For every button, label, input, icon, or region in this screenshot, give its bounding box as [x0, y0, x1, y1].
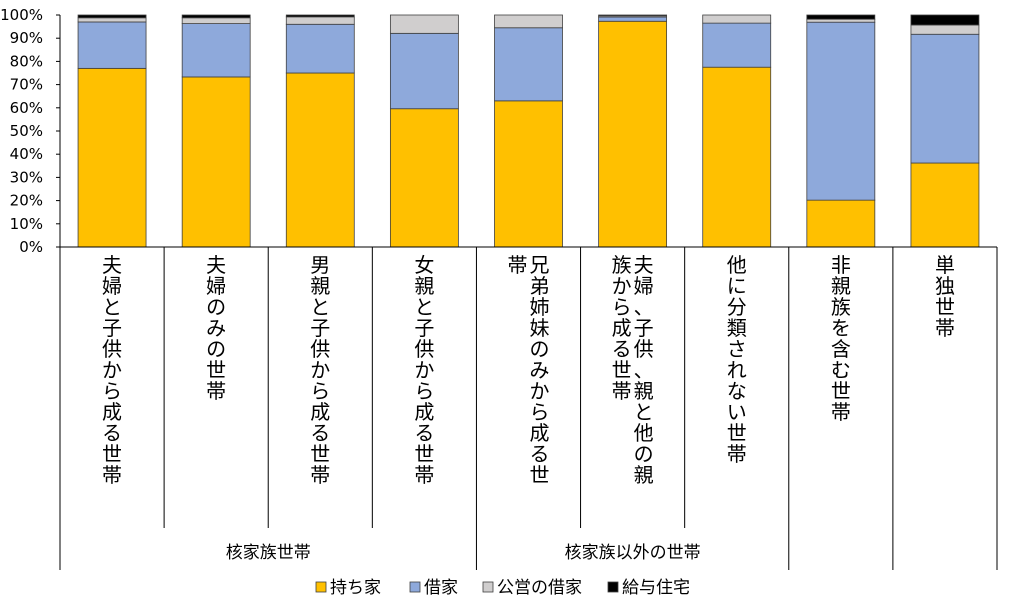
legend-swatch: [315, 581, 327, 593]
y-tick-label: 60%: [10, 99, 43, 117]
bar-segment-0-4: [494, 100, 563, 248]
bar-segment-2-2: [285, 16, 355, 25]
category-label: 兄弟姉妹のみから成る世帯: [508, 253, 550, 487]
bar-segment-1-3: [389, 32, 459, 110]
bar-segment-1-2: [285, 23, 355, 74]
category-label: 女親と子供から成る世帯: [414, 253, 434, 487]
y-tick-label: 70%: [10, 76, 43, 94]
bar-segment-0-8: [910, 162, 980, 248]
bar-segment-2-7: [806, 18, 876, 23]
bar-segment-3-5: [598, 14, 668, 17]
category-label: 他に分類されない世帯: [727, 253, 747, 466]
bar-segment-0-2: [285, 72, 355, 248]
bar-segment-0-6: [702, 66, 772, 248]
bar-segment-2-6: [702, 14, 772, 24]
bar-segment-3-7: [806, 14, 876, 20]
bar-segment-2-3: [389, 14, 459, 34]
y-tick-label: 100%: [0, 6, 43, 24]
legend-swatch: [482, 581, 494, 593]
bar-segment-3-8: [910, 14, 980, 26]
group-label: 核家族以外の世帯: [565, 543, 701, 563]
bar-segment-1-6: [702, 22, 772, 68]
y-tick-label: 0%: [19, 238, 43, 256]
bar-segment-3-0: [77, 14, 147, 19]
y-tick-label: 90%: [10, 29, 43, 47]
bars: [77, 14, 980, 248]
legend-swatch: [409, 581, 421, 593]
bar-segment-3-1: [181, 14, 251, 19]
y-tick-label: 50%: [10, 122, 43, 140]
bar-segment-1-0: [77, 21, 147, 69]
bar-segment-2-8: [910, 24, 980, 35]
y-axis: 0% 10% 20% 30% 40% 50% 60% 70% 80% 90% 100%: [0, 6, 61, 256]
category-label: 夫婦、子供、親と他の親族から成る世帯: [612, 253, 654, 487]
bar-segment-1-4: [494, 27, 563, 102]
y-tick-label: 40%: [10, 145, 43, 163]
legend-swatch: [607, 581, 619, 593]
category-label: 夫婦のみの世帯: [206, 253, 226, 403]
bar-segment-0-7: [806, 199, 876, 248]
category-label: 夫婦と子供から成る世帯: [102, 253, 122, 487]
bar-segment-1-1: [181, 23, 251, 78]
category-label: 非親族を含む世帯: [831, 253, 851, 424]
legend-label: 公営の借家: [497, 578, 582, 598]
bar-segment-0-3: [389, 108, 459, 248]
y-tick-label: 80%: [10, 52, 43, 70]
bar-segment-0-5: [598, 20, 668, 248]
legend-label: 借家: [424, 578, 458, 598]
bar-segment-0-0: [77, 67, 147, 248]
bar-segment-1-5: [598, 16, 668, 22]
bar-segment-2-4: [494, 14, 563, 29]
legend-label: 給与住宅: [622, 578, 690, 598]
bar-segment-2-1: [181, 17, 251, 24]
legend: 持ち家 借家 公営の借家 給与住宅: [315, 578, 690, 598]
y-tick-label: 20%: [10, 192, 43, 210]
legend-label: 持ち家: [330, 578, 381, 598]
y-tick-label: 30%: [10, 168, 43, 186]
category-label: 男親と子供から成る世帯: [310, 253, 330, 487]
x-axis: 夫婦と子供から成る世帯 夫婦のみの世帯 男親と子供から成る世帯 女親と子供から成る世帯…: [59, 246, 998, 570]
bar-segment-0-1: [181, 76, 251, 248]
bar-segment-2-0: [77, 17, 147, 23]
bar-segment-3-2: [285, 14, 355, 18]
y-tick-label: 10%: [10, 215, 43, 233]
bar-segment-1-8: [910, 33, 980, 164]
category-label: 単独世帯: [935, 253, 955, 340]
bar-segment-1-7: [806, 21, 876, 201]
group-label: 核家族世帯: [226, 543, 311, 563]
